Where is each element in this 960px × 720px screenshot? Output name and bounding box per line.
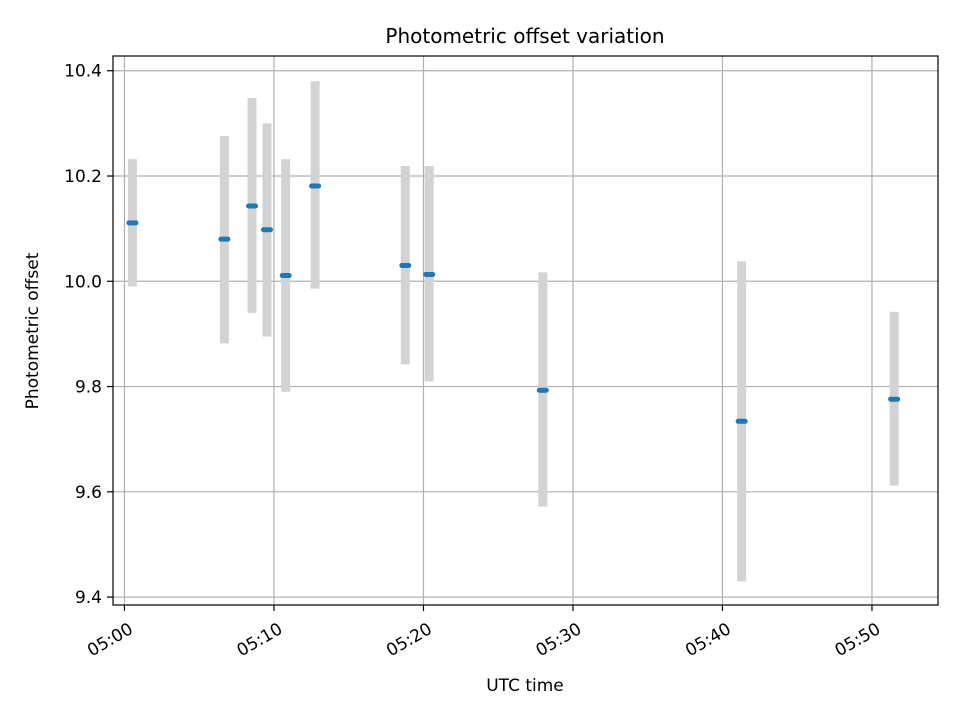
y-tick-label: 9.6 — [75, 483, 102, 503]
data-point — [399, 262, 412, 268]
y-tick-label: 10.4 — [64, 62, 102, 82]
y-tick: 10.0 — [64, 272, 113, 292]
data-point — [888, 396, 901, 402]
data-point — [536, 387, 549, 393]
y-tick: 9.6 — [75, 483, 113, 503]
data-point — [423, 271, 436, 277]
data-point — [735, 418, 748, 424]
data-point — [246, 203, 259, 209]
data-point — [309, 183, 322, 189]
y-tick-label: 9.8 — [75, 378, 102, 398]
plot-area-background — [113, 56, 938, 605]
plot-frame — [112, 55, 939, 606]
data-point — [260, 227, 273, 233]
data-point — [218, 236, 231, 242]
x-axis-label: UTC time — [486, 676, 564, 696]
data-point — [279, 272, 292, 278]
data-points — [126, 183, 901, 424]
y-tick: 10.4 — [64, 62, 113, 82]
data-point — [126, 220, 139, 226]
y-tick: 10.2 — [64, 167, 113, 187]
y-axis: 9.4 9.6 9.8 10.0 10.2 10.4 — [64, 62, 113, 608]
grid — [113, 56, 938, 605]
y-tick-label: 10.2 — [64, 167, 102, 187]
y-axis-label: Photometric offset — [23, 252, 43, 409]
y-tick-label: 10.0 — [64, 272, 102, 292]
y-tick-label: 9.4 — [75, 588, 102, 608]
chart-title: Photometric offset variation — [385, 24, 664, 48]
y-tick: 9.4 — [75, 588, 113, 608]
y-tick: 9.8 — [75, 378, 113, 398]
